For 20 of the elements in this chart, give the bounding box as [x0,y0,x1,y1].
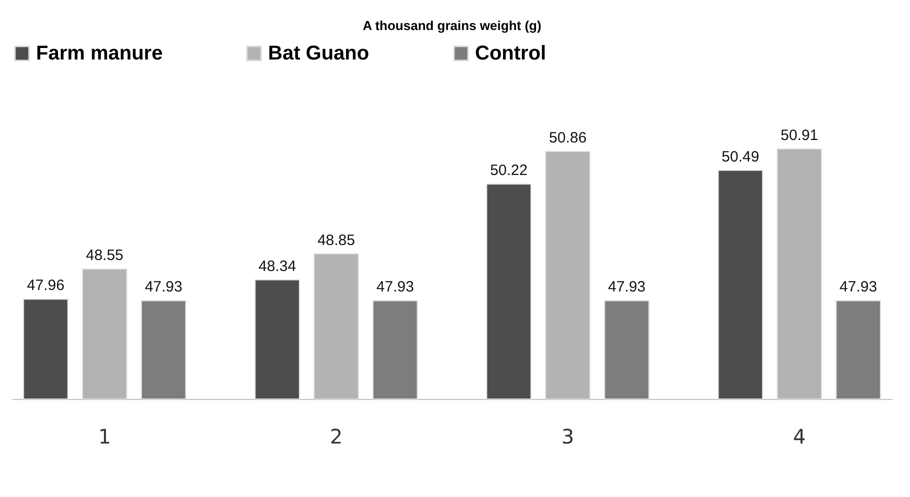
chart-title: A thousand grains weight (g) [362,18,542,33]
x-tick-label: 3 [561,424,574,448]
legend-label: Bat Guano [268,42,370,64]
data-label: 47.96 [26,277,64,294]
data-label: 47.93 [376,278,414,296]
data-label: 47.93 [840,278,878,296]
legend-label: Control [475,42,546,64]
x-tick-label: 4 [793,424,806,448]
data-label: 50.22 [490,162,528,180]
x-tick-label: 2 [330,424,343,448]
data-label: 50.91 [780,127,818,144]
data-label: 47.93 [608,278,646,296]
data-label: 48.85 [317,232,355,249]
x-tick-label: 1 [98,424,111,448]
data-label: 47.93 [144,278,182,296]
data-label: 48.34 [258,258,296,275]
data-label: 48.55 [86,247,124,264]
legend-label: Farm manure [36,42,163,64]
data-label: 50.49 [722,148,760,166]
data-label: 50.86 [549,130,587,147]
